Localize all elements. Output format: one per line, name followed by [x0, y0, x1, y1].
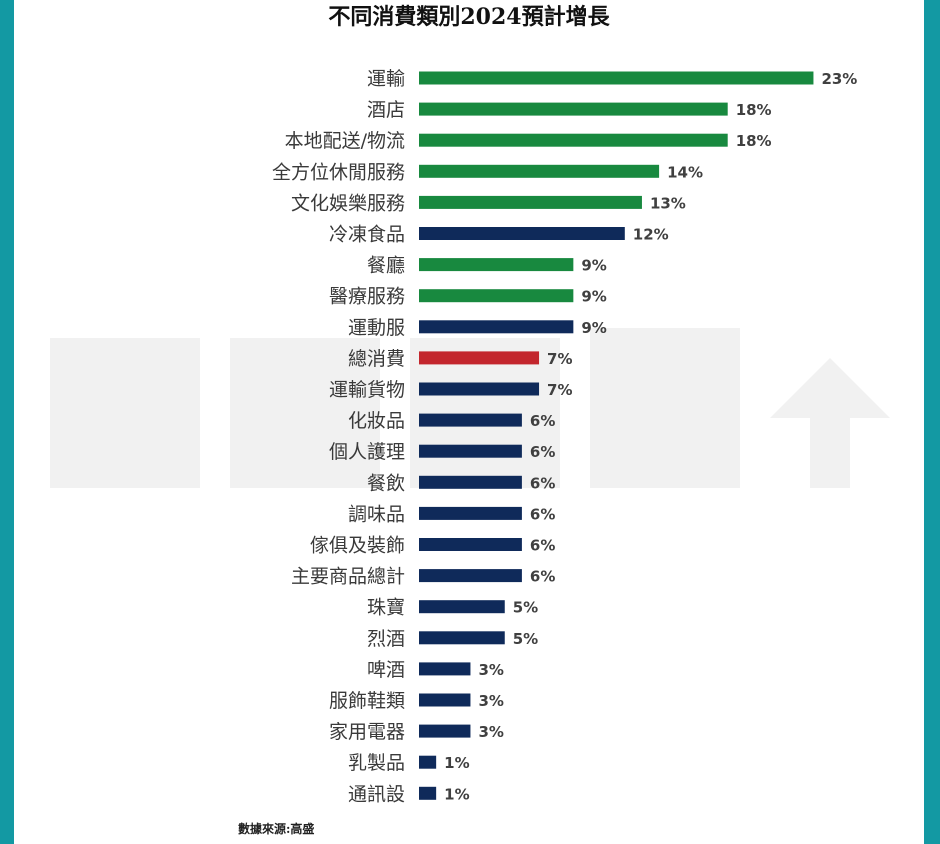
value-label: 14% [667, 163, 703, 181]
value-label: 6% [530, 505, 555, 523]
value-label: 12% [633, 226, 669, 244]
bar [419, 506, 522, 520]
right-border [924, 0, 940, 844]
bar [419, 538, 522, 551]
category-label: 調味品 [348, 503, 405, 525]
category-label: 本地配送/物流 [285, 130, 405, 152]
data-source: 數據來源:高盛 [238, 822, 315, 836]
value-label: 5% [513, 630, 538, 648]
category-label: 酒店 [367, 99, 405, 121]
category-label: 個人護理 [329, 441, 405, 463]
bar [419, 600, 505, 614]
value-label: 3% [478, 723, 503, 741]
category-label: 餐廳 [367, 255, 405, 277]
bar [419, 662, 471, 676]
category-label: 家用電器 [329, 721, 405, 743]
bar [419, 258, 574, 272]
value-label: 9% [581, 257, 606, 275]
value-label: 3% [478, 692, 503, 710]
category-label: 珠寶 [367, 597, 405, 619]
bar [419, 382, 540, 396]
bar [419, 444, 522, 458]
value-label: 18% [736, 132, 772, 150]
bar [419, 133, 728, 147]
chart-title: 不同消費類別2024預計增長 [328, 4, 610, 30]
bar [419, 227, 625, 240]
bar [419, 320, 574, 334]
category-label: 啤酒 [367, 659, 405, 681]
bar [419, 289, 574, 303]
category-label: 運輸貨物 [329, 379, 405, 401]
category-label: 運動服 [348, 317, 405, 339]
category-label: 服飾鞋類 [329, 690, 405, 712]
category-label: 醫療服務 [329, 286, 405, 308]
category-label: 運輸 [367, 68, 405, 90]
category-label: 文化娛樂服務 [291, 192, 405, 214]
category-label: 烈酒 [367, 628, 405, 650]
bar [419, 351, 540, 365]
value-label: 3% [478, 661, 503, 679]
category-label: 化妝品 [348, 410, 405, 432]
value-label: 7% [547, 381, 572, 399]
bar [419, 475, 522, 489]
category-label: 主要商品總計 [291, 566, 405, 588]
value-label: 13% [650, 194, 686, 212]
bar [419, 413, 522, 427]
value-label: 9% [581, 319, 606, 337]
bar [419, 755, 437, 769]
bar [419, 693, 471, 707]
category-label: 冷凍食品 [329, 224, 405, 246]
category-label: 總消費 [348, 348, 405, 370]
value-label: 6% [530, 537, 555, 555]
bar [419, 786, 437, 800]
value-label: 1% [444, 785, 469, 803]
value-label: 23% [821, 70, 857, 88]
value-label: 6% [530, 443, 555, 461]
bar [419, 195, 642, 209]
bar [419, 631, 505, 645]
category-label: 餐飲 [367, 472, 405, 494]
bar [419, 724, 471, 738]
value-label: 5% [513, 599, 538, 617]
category-label: 全方位休閒服務 [272, 161, 405, 183]
category-label: 傢俱及裝飾 [310, 535, 405, 557]
value-label: 9% [581, 288, 606, 306]
value-label: 6% [530, 568, 555, 586]
bar [419, 71, 814, 85]
value-label: 6% [530, 474, 555, 492]
bar [419, 569, 522, 583]
category-label: 通訊設 [348, 783, 405, 805]
bar [419, 164, 660, 178]
value-label: 18% [736, 101, 772, 119]
bar [419, 102, 728, 116]
value-label: 7% [547, 350, 572, 368]
value-label: 6% [530, 412, 555, 430]
value-label: 1% [444, 754, 469, 772]
category-label: 乳製品 [348, 752, 405, 774]
left-border [0, 0, 14, 844]
